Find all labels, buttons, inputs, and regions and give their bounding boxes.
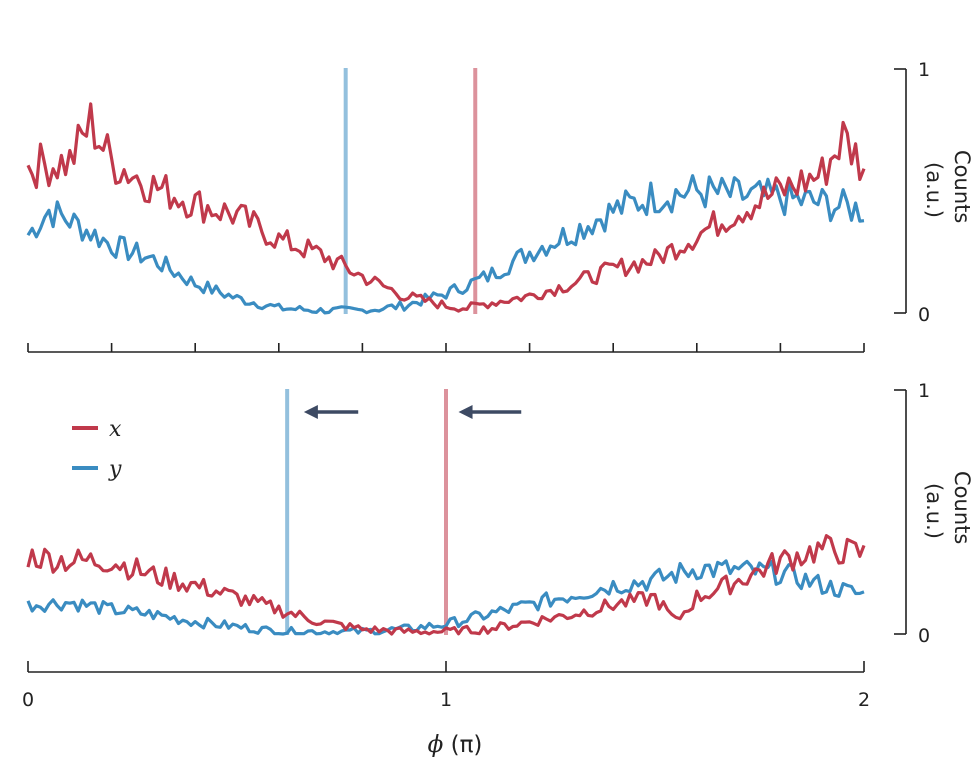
top-panel: 1 0 Counts (a.u.): [26, 59, 974, 353]
bottom-y-label-line2: (a.u.): [922, 483, 946, 539]
top-marker-lines: [343, 68, 478, 314]
bottom-y-label-line1: Counts: [950, 471, 974, 544]
top-x-axis: [27, 343, 865, 353]
shift-arrow: [458, 405, 522, 419]
series-line-y: [26, 174, 865, 315]
series-line-x: [26, 102, 866, 313]
top-y-tick-1: 1: [918, 59, 930, 81]
bottom-y-tick-1: 1: [918, 380, 930, 402]
bottom-arrows: [303, 405, 522, 419]
top-series-lines: [26, 102, 866, 315]
bottom-y-axis-title: Counts (a.u.): [922, 471, 974, 551]
x-axis-title: ϕ (π): [428, 732, 483, 758]
legend-label-y: y: [108, 457, 122, 482]
top-y-label-line1: Counts: [950, 150, 974, 223]
top-y-tick-0: 0: [918, 304, 930, 326]
x-axis-unit: (π): [443, 732, 482, 758]
bottom-y-tick-0: 0: [918, 625, 930, 647]
legend-label-x: x: [109, 417, 122, 442]
legend: x y: [72, 417, 122, 482]
bottom-marker-lines: [285, 389, 448, 635]
shift-arrow: [303, 405, 359, 419]
x-tick-1: 1: [440, 689, 452, 711]
bottom-y-axis: 1 0 Counts (a.u.): [894, 380, 974, 647]
top-y-label-line2: (a.u.): [922, 162, 946, 218]
bottom-series-lines: [26, 534, 866, 636]
series-line-x: [26, 534, 866, 636]
top-y-axis: 1 0 Counts (a.u.): [894, 59, 974, 326]
bottom-panel: 1 0 Counts (a.u.) x y: [26, 380, 974, 673]
x-axis-symbol: ϕ: [428, 732, 444, 758]
series-line-y: [26, 559, 865, 636]
x-tick-2: 2: [858, 689, 870, 711]
bottom-x-axis: [27, 661, 865, 673]
top-y-axis-title: Counts (a.u.): [922, 150, 974, 230]
x-tick-0: 0: [22, 689, 34, 711]
